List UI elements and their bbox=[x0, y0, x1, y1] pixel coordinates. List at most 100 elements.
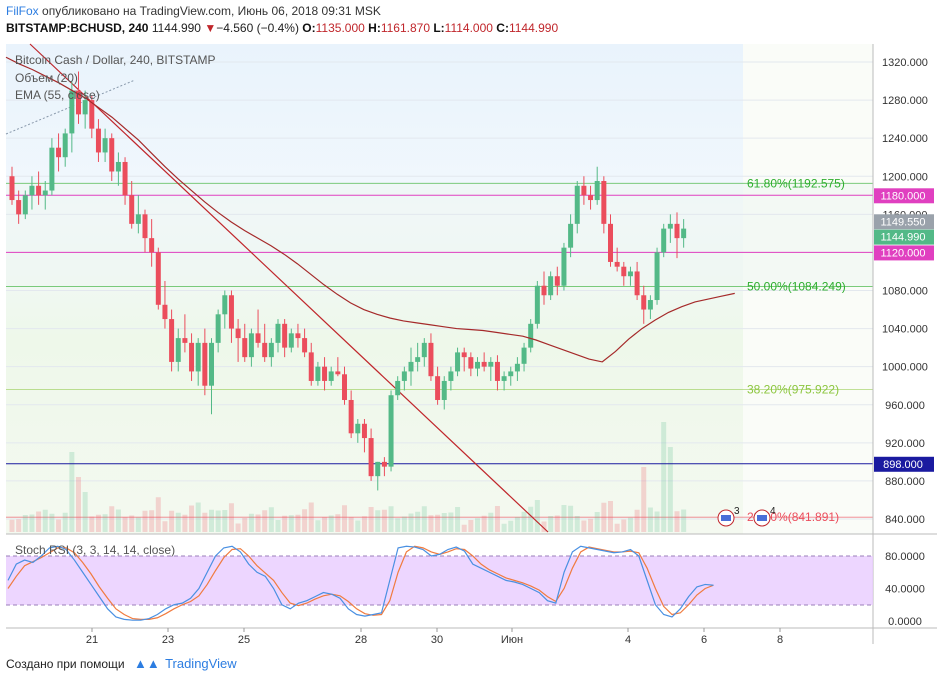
symbol-name: BITSTAMP:BCHUSD, 240 bbox=[6, 21, 149, 35]
candle-body bbox=[408, 361, 414, 372]
volume-bar bbox=[115, 509, 121, 532]
price-pane-background-right bbox=[743, 44, 873, 534]
volume-bar bbox=[82, 492, 88, 532]
candle bbox=[16, 190, 22, 224]
candle-body bbox=[282, 323, 288, 348]
flag-stripe bbox=[721, 515, 731, 521]
candle-body bbox=[195, 342, 201, 372]
volume-bar bbox=[169, 510, 175, 532]
candle bbox=[175, 328, 181, 372]
candle bbox=[342, 366, 347, 405]
candle-body bbox=[415, 357, 421, 362]
volume-bar bbox=[568, 505, 574, 532]
candle-body bbox=[129, 195, 135, 224]
tradingview-logo-text[interactable]: TradingView bbox=[165, 656, 237, 671]
candle bbox=[494, 355, 500, 391]
volume-bar bbox=[594, 512, 600, 532]
volume-bar bbox=[481, 515, 487, 532]
candle bbox=[215, 309, 221, 353]
candle-body bbox=[169, 319, 175, 362]
low-value: 1114.000 bbox=[444, 21, 493, 35]
candle bbox=[22, 190, 28, 220]
candle bbox=[49, 138, 55, 196]
candle-body bbox=[428, 342, 434, 377]
volume-bar bbox=[308, 502, 314, 532]
candle-body bbox=[235, 328, 241, 339]
price-pane-background bbox=[6, 44, 743, 534]
stoch-rsi-band bbox=[6, 556, 873, 605]
candle bbox=[661, 223, 667, 258]
candle-body bbox=[468, 357, 474, 369]
candle-body bbox=[215, 314, 221, 343]
candle bbox=[109, 133, 115, 182]
ema-indicator-label[interactable]: EMA (55, close) bbox=[15, 88, 100, 102]
volume-bar bbox=[415, 511, 421, 532]
time-tick-label: Июн bbox=[501, 634, 523, 646]
created-with-text: Создано при помощи bbox=[6, 657, 125, 671]
price-tick-label: 1200.000 bbox=[882, 171, 928, 183]
volume-bar bbox=[361, 516, 367, 532]
candle-body bbox=[621, 266, 627, 277]
volume-bars bbox=[9, 422, 687, 532]
candle-body bbox=[56, 147, 62, 158]
price-tick-label: 960.000 bbox=[885, 400, 925, 412]
volume-bar bbox=[381, 509, 387, 532]
author-name[interactable]: FilFox bbox=[6, 4, 39, 18]
volume-bar bbox=[674, 511, 680, 532]
volume-bar bbox=[209, 509, 214, 532]
candle-body bbox=[488, 361, 494, 367]
time-tick-label: 30 bbox=[431, 634, 443, 646]
volume-bar bbox=[554, 515, 560, 532]
volume-bar bbox=[681, 509, 687, 532]
volume-bar bbox=[621, 519, 627, 532]
candle-body bbox=[162, 304, 168, 320]
candle-body bbox=[381, 461, 387, 467]
volume-bar bbox=[661, 422, 667, 532]
volume-bar bbox=[109, 506, 115, 532]
candle bbox=[169, 309, 175, 372]
candle-body bbox=[155, 252, 161, 305]
volume-bar bbox=[195, 502, 201, 532]
volume-bar bbox=[468, 520, 474, 532]
candle-body bbox=[521, 347, 527, 364]
price-axis: 840.000 880.000 920.000 960.000 1000.000 1040… bbox=[882, 57, 928, 526]
candle bbox=[435, 366, 441, 405]
volume-bar bbox=[355, 520, 361, 532]
candle-body bbox=[348, 399, 354, 434]
fib-label: 50.00%(1084.249) bbox=[747, 279, 846, 293]
stoch-rsi-label[interactable]: Stoch RSI (3, 3, 14, 14, close) bbox=[15, 543, 176, 557]
volume-bar bbox=[441, 513, 447, 532]
candle-body bbox=[36, 185, 42, 196]
candle-body bbox=[627, 271, 633, 277]
volume-bar bbox=[368, 507, 374, 532]
candle-body bbox=[375, 461, 381, 477]
price-tick-label: 920.000 bbox=[885, 438, 925, 450]
volume-bar bbox=[614, 523, 620, 532]
price-chart[interactable]: 61.80%(1192.575) 50.00%(1084.249) 38.20%(9… bbox=[0, 40, 937, 660]
candle-body bbox=[608, 223, 613, 262]
tradingview-logo-icon[interactable]: ▲▲ bbox=[133, 656, 160, 671]
candle-body bbox=[142, 214, 148, 239]
candle bbox=[62, 128, 68, 167]
candle-body bbox=[481, 361, 487, 367]
candle-body bbox=[109, 138, 115, 172]
candle bbox=[501, 371, 507, 391]
volume-bar bbox=[488, 512, 494, 532]
close-value: 1144.990 bbox=[508, 21, 559, 35]
volume-bar bbox=[135, 517, 141, 532]
candle-body bbox=[355, 423, 361, 434]
stoch-d-line bbox=[7, 545, 714, 620]
volume-bar bbox=[514, 517, 520, 532]
price-tick-label: 1280.000 bbox=[882, 95, 928, 107]
volume-bar bbox=[375, 510, 381, 532]
volume-bar bbox=[461, 524, 467, 532]
candle-body bbox=[674, 223, 680, 239]
candle-body bbox=[574, 185, 580, 224]
stoch-tick-label: 40.0000 bbox=[885, 584, 925, 596]
candle bbox=[29, 176, 35, 210]
volume-indicator-label[interactable]: Объем (20) bbox=[15, 71, 78, 85]
stoch-k-line bbox=[7, 545, 714, 621]
price-label-text: 1144.990 bbox=[880, 232, 925, 244]
candle-body bbox=[42, 190, 48, 196]
candle-body bbox=[262, 342, 268, 358]
